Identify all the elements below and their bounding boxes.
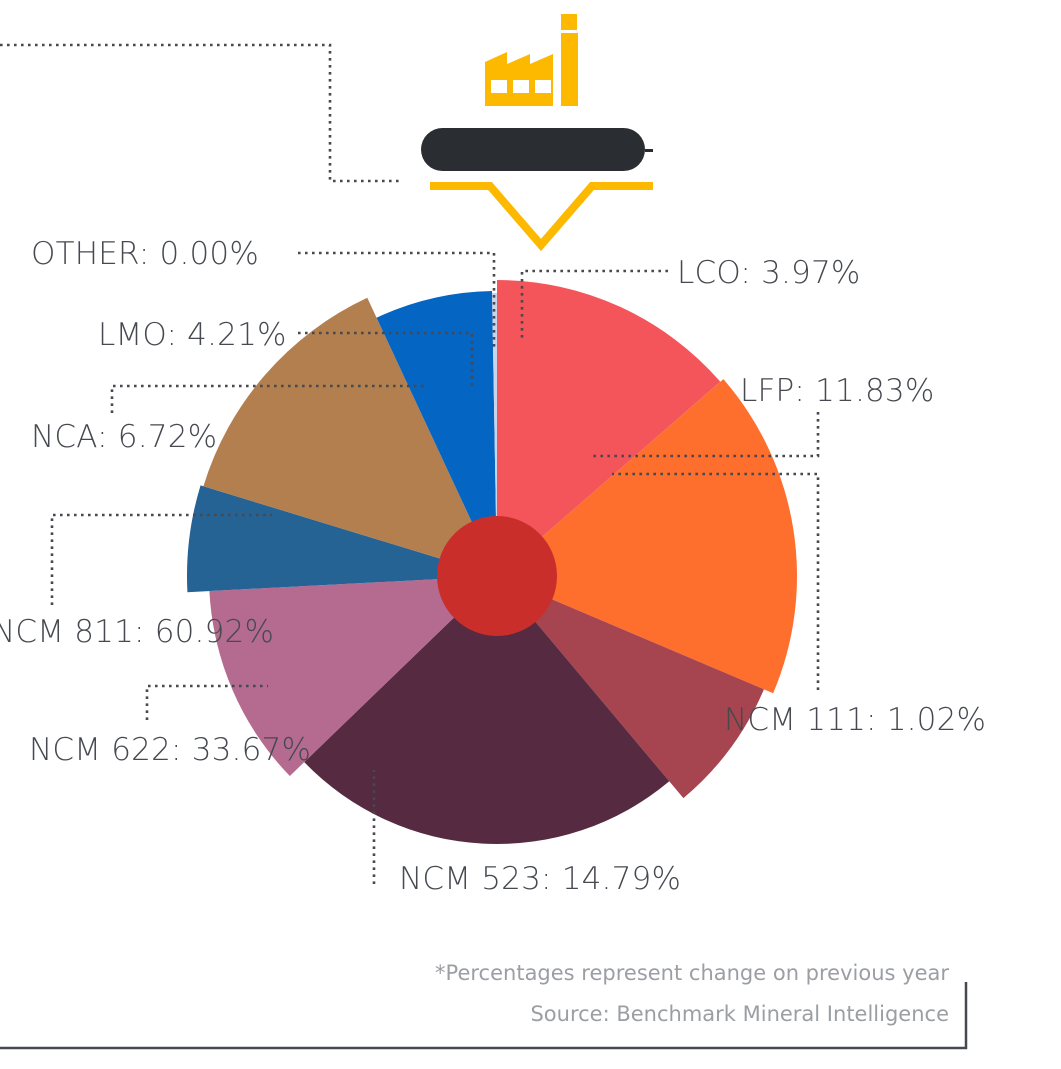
label-connectors: [50, 251, 820, 884]
leader-line-ncm-811: [50, 513, 272, 605]
pie-slice-other: [492, 292, 497, 576]
pie-slice-lmo: [376, 291, 497, 576]
source-note: Source: Benchmark Mineral Intelligence: [530, 1002, 949, 1026]
pie-slice-ncm-111: [497, 576, 764, 799]
heading-pointer: [430, 182, 653, 252]
slice-label-lmo: LMO: 4.21%: [98, 317, 287, 353]
top-connector-line: [0, 43, 400, 183]
leader-line-other: [298, 251, 496, 350]
slice-label-lfp: LFP: 11.83%: [740, 373, 935, 409]
leader-line-nca: [110, 384, 428, 413]
leader-line-lfp: [590, 412, 820, 458]
slice-label-ncm-111: NCM 111: 1.02%: [724, 702, 987, 738]
slice-label-ncm-523: NCM 523: 14.79%: [399, 861, 682, 897]
pie-slice-ncm-523: [304, 576, 670, 845]
footnote: *Percentages represent change on previou…: [435, 961, 949, 985]
leader-line-lmo: [298, 331, 474, 390]
pie-slice-nca: [203, 297, 497, 576]
pie-slices: [186, 280, 797, 845]
footer-frame-line: [0, 982, 968, 1050]
slice-label-other: OTHER: 0.00%: [31, 236, 259, 272]
pie-slice-ncm-811: [186, 485, 497, 593]
factory-icon: [485, 14, 578, 106]
redacted-heading-bar: [421, 128, 645, 171]
leader-line-ncm-111: [612, 472, 820, 690]
slice-label-lco: LCO: 3.97%: [677, 255, 861, 291]
pie-slice-lfp: [497, 379, 797, 694]
pie-center-dot: [437, 516, 557, 636]
slice-label-ncm-622: NCM 622: 33.67%: [29, 732, 312, 768]
slice-label-ncm-811: NCM 811: 60.92%: [0, 614, 275, 650]
pie-slice-ncm-622: [209, 576, 497, 777]
redacted-heading-tail: [645, 149, 653, 152]
pie-slice-lco: [497, 280, 721, 576]
slice-label-nca: NCA: 6.72%: [31, 419, 218, 455]
